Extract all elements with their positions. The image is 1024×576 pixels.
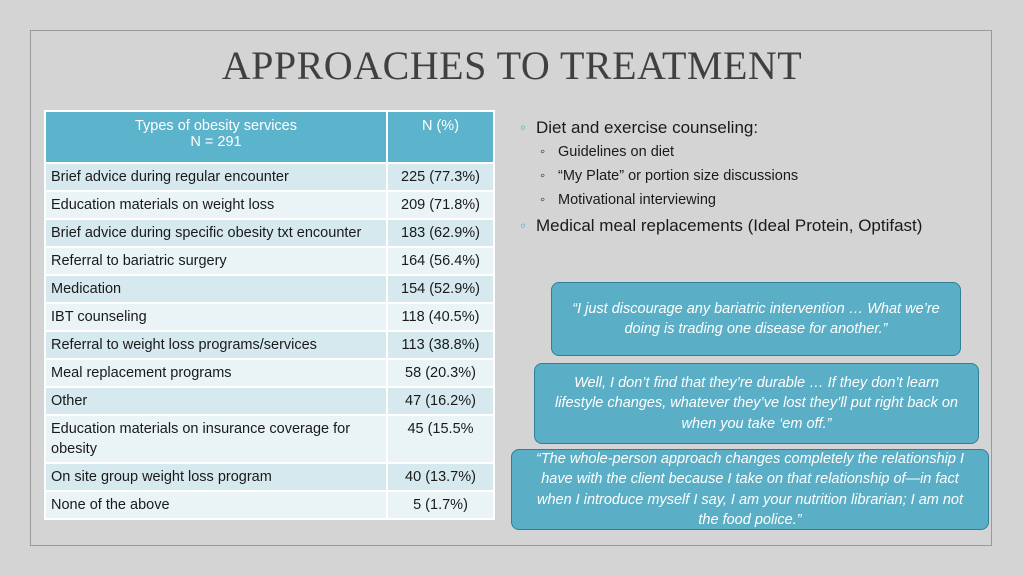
- table-row: Referral to bariatric surgery 164 (56.4%…: [44, 246, 495, 276]
- bullet-meal-replacements: Medical meal replacements (Ideal Protein…: [520, 216, 922, 236]
- header-service-type-line1: Types of obesity services: [135, 118, 297, 134]
- row-label: Education materials on weight loss: [44, 190, 388, 220]
- sub-bullet-guidelines: Guidelines on diet: [540, 144, 922, 160]
- row-label: Medication: [44, 274, 388, 304]
- row-label: Referral to weight loss programs/service…: [44, 330, 388, 360]
- table-row: On site group weight loss program 40 (13…: [44, 462, 495, 492]
- table-row: Referral to weight loss programs/service…: [44, 330, 495, 360]
- header-service-type-line2: N = 291: [190, 134, 242, 150]
- sub-bullet-motivational: Motivational interviewing: [540, 192, 922, 208]
- quote-text: Well, I don’t find that they’re durable …: [555, 374, 958, 432]
- sub-bullet-my-plate: “My Plate” or portion size discussions: [540, 168, 922, 184]
- table-row: Education materials on insurance coverag…: [44, 414, 495, 464]
- row-value: 164 (56.4%): [386, 246, 495, 276]
- bullet-list: Diet and exercise counseling: Guidelines…: [520, 118, 922, 242]
- row-value: 5 (1.7%): [386, 490, 495, 520]
- table-row: Education materials on weight loss 209 (…: [44, 190, 495, 220]
- bullet-diet-exercise: Diet and exercise counseling:: [520, 118, 922, 138]
- row-label: IBT counseling: [44, 302, 388, 332]
- quote-box-whole-person: “The whole-person approach changes compl…: [511, 449, 989, 530]
- header-count-percent: N (%): [386, 110, 495, 164]
- slide-frame: [30, 30, 992, 546]
- row-value: 113 (38.8%): [386, 330, 495, 360]
- row-label: On site group weight loss program: [44, 462, 388, 492]
- quote-box-durable: Well, I don’t find that they’re durable …: [534, 363, 979, 444]
- obesity-services-table: Types of obesity services N = 291 N (%) …: [44, 110, 495, 520]
- row-value: 40 (13.7%): [386, 462, 495, 492]
- quote-box-bariatric: “I just discourage any bariatric interve…: [551, 282, 961, 356]
- table-row: Medication 154 (52.9%): [44, 274, 495, 304]
- row-value: 225 (77.3%): [386, 162, 495, 192]
- quote-text: “The whole-person approach changes compl…: [536, 450, 964, 529]
- table-row: Brief advice during regular encounter 22…: [44, 162, 495, 192]
- row-value: 45 (15.5%: [386, 414, 495, 464]
- header-service-type: Types of obesity services N = 291: [44, 110, 388, 164]
- row-value: 209 (71.8%): [386, 190, 495, 220]
- table-row: Other 47 (16.2%): [44, 386, 495, 416]
- row-label: Referral to bariatric surgery: [44, 246, 388, 276]
- row-label: Education materials on insurance coverag…: [44, 414, 388, 464]
- row-label: Brief advice during specific obesity txt…: [44, 218, 388, 248]
- row-value: 154 (52.9%): [386, 274, 495, 304]
- table-row: Brief advice during specific obesity txt…: [44, 218, 495, 248]
- row-value: 47 (16.2%): [386, 386, 495, 416]
- row-value: 58 (20.3%): [386, 358, 495, 388]
- row-label: Brief advice during regular encounter: [44, 162, 388, 192]
- page-title: APPROACHES TO TREATMENT: [221, 43, 803, 88]
- table-row: IBT counseling 118 (40.5%): [44, 302, 495, 332]
- row-label: Other: [44, 386, 388, 416]
- table-header-row: Types of obesity services N = 291 N (%): [44, 110, 495, 164]
- row-value: 118 (40.5%): [386, 302, 495, 332]
- quote-text: “I just discourage any bariatric interve…: [572, 300, 940, 338]
- row-label: None of the above: [44, 490, 388, 520]
- row-value: 183 (62.9%): [386, 218, 495, 248]
- row-label: Meal replacement programs: [44, 358, 388, 388]
- table-row: None of the above 5 (1.7%): [44, 490, 495, 520]
- table-row: Meal replacement programs 58 (20.3%): [44, 358, 495, 388]
